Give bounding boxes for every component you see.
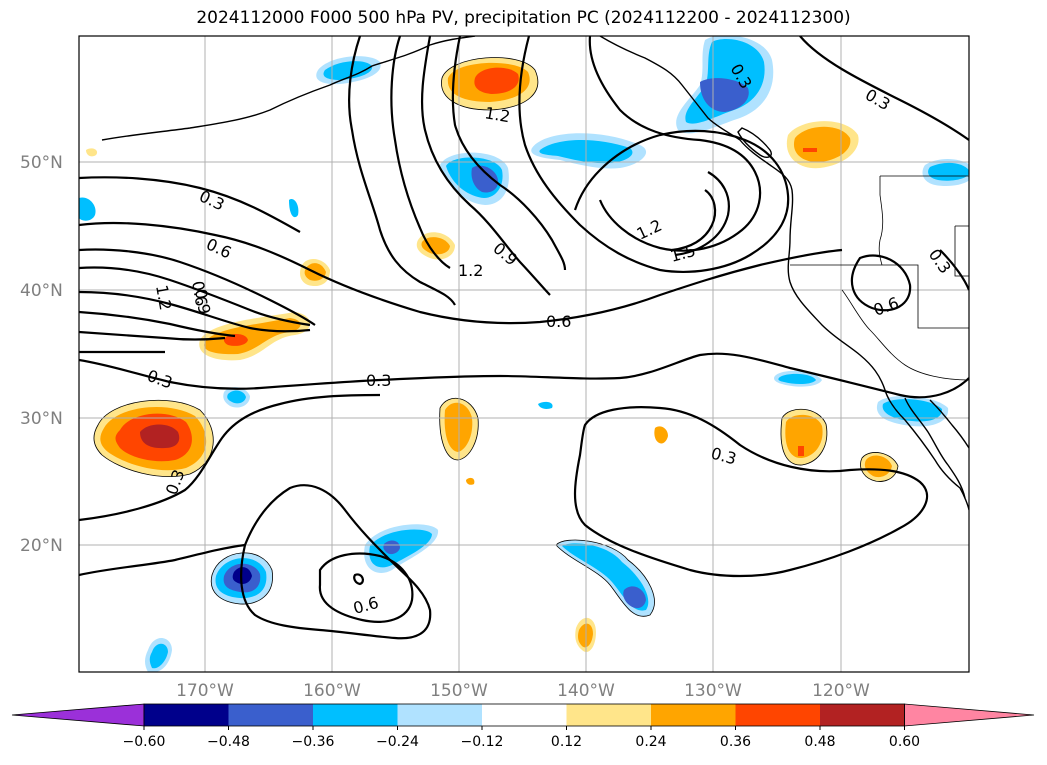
contour-label: 0.6 [188,279,211,307]
latitude-labels: 50°N 40°N 30°N 20°N [20,153,63,556]
colorbar-tick-label: −0.24 [376,734,419,750]
contour-label: 1.2 [483,103,511,126]
lat-label: 50°N [20,153,63,173]
colorbar-outline [143,703,905,727]
colorbar-segment [651,704,736,726]
borders [790,175,969,381]
contour-label: 0.9 [191,287,214,315]
contour-label: 0.6 [546,312,571,331]
colorbar-extend-left [11,703,145,727]
colorbar-extend-right [904,703,1035,727]
shading-edges [93,57,899,617]
colorbar-tick-label: −0.36 [292,734,335,750]
lon-label: 120°W [812,681,870,701]
colorbar-tick-label: −0.48 [207,734,250,750]
colorbar-tick-label: 0.24 [635,734,666,750]
lat-label: 40°N [20,281,63,301]
colorbar: −0.60 −0.48 −0.36 −0.24 −0.12 0.12 0.24 0.36 0.4… [11,703,1035,750]
coastlines [101,36,969,511]
colorbar-tick-label: 0.48 [804,734,835,750]
colorbar-segment [482,704,567,726]
lon-label: 150°W [430,681,488,701]
colorbar-segment [228,704,313,726]
map-frame [78,35,970,673]
lon-label: 160°W [303,681,361,701]
colorbar-tick-label: 0.60 [889,734,920,750]
lon-label: 130°W [684,681,742,701]
colorbar-tick-label: −0.60 [123,734,166,750]
colorbar-tick-label: 0.36 [720,734,751,750]
contour-label: 0.3 [366,371,391,390]
lat-label: 30°N [20,409,63,429]
lat-label: 20°N [20,536,63,556]
map-title: 2024112000 F000 500 hPa PV, precipitatio… [196,8,851,28]
contour-label: 1.2 [152,283,175,311]
colorbar-segment [566,704,651,726]
colorbar-tick-label: 0.12 [551,734,582,750]
longitude-labels: 170°W 160°W 150°W 140°W 130°W 120°W [176,681,870,701]
pv-contours [79,36,969,640]
colorbar-segment [735,704,820,726]
lon-label: 170°W [176,681,234,701]
colorbar-tick-label: −0.12 [461,734,504,750]
lon-label: 140°W [557,681,615,701]
colorbar-segment [397,704,482,726]
colorbar-segment [313,704,398,726]
colorbar-segment [820,704,905,726]
colorbar-segment [144,704,229,726]
contour-label: 1.2 [458,261,483,280]
